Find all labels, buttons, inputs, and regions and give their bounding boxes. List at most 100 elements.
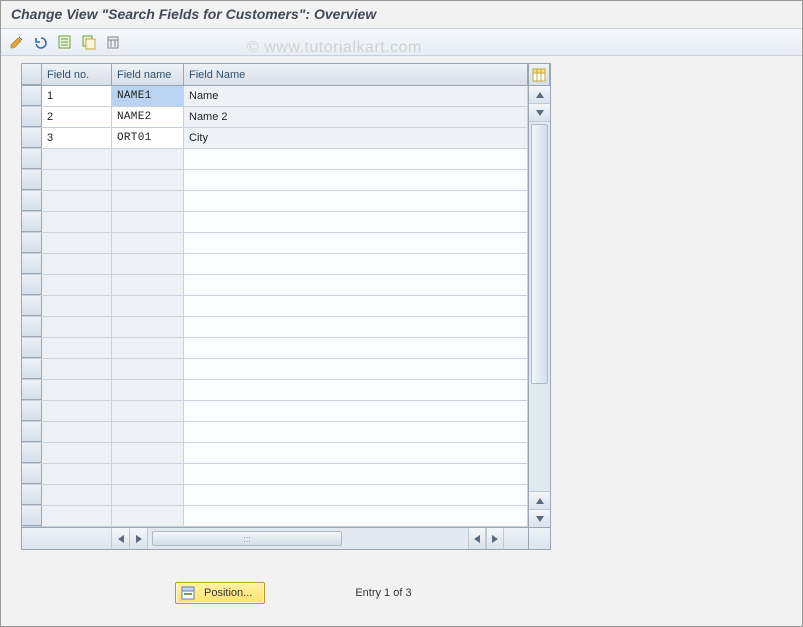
cell-field-no[interactable]	[42, 275, 112, 295]
row-selector[interactable]	[22, 191, 42, 211]
table-settings-icon[interactable]	[528, 64, 550, 85]
cell-field-no[interactable]: 2	[42, 107, 112, 127]
cell-field-no[interactable]	[42, 170, 112, 190]
col-header-field-no[interactable]: Field no.	[42, 64, 112, 85]
new-entries-icon[interactable]	[55, 32, 75, 52]
row-selector[interactable]	[22, 359, 42, 379]
cell-field-no[interactable]	[42, 233, 112, 253]
cell-field-no[interactable]	[42, 338, 112, 358]
cell-field-no[interactable]	[42, 359, 112, 379]
scroll-down2-icon[interactable]	[529, 509, 550, 527]
table-row-empty[interactable]	[22, 275, 528, 296]
cell-field-no[interactable]	[42, 401, 112, 421]
cell-field-no[interactable]	[42, 191, 112, 211]
hscroll-track[interactable]: :::	[148, 528, 468, 549]
table-row[interactable]: 2NAME2Name 2	[22, 107, 528, 128]
scroll-up2-icon[interactable]	[529, 491, 550, 509]
cell-field-no[interactable]: 3	[42, 128, 112, 148]
col-header-field-desc[interactable]: Field Name	[184, 64, 528, 85]
cell-field-name[interactable]	[112, 359, 184, 379]
hscroll-right-icon[interactable]	[130, 528, 148, 549]
row-selector[interactable]	[22, 422, 42, 442]
cell-field-no[interactable]	[42, 149, 112, 169]
scroll-up-icon[interactable]	[529, 86, 550, 104]
undo-icon[interactable]	[31, 32, 51, 52]
cell-field-no[interactable]	[42, 485, 112, 505]
table-row-empty[interactable]	[22, 191, 528, 212]
cell-field-name[interactable]: NAME2	[112, 107, 184, 127]
table-row-empty[interactable]	[22, 254, 528, 275]
cell-field-name[interactable]	[112, 317, 184, 337]
cell-field-name[interactable]	[112, 506, 184, 526]
row-selector[interactable]	[22, 296, 42, 316]
cell-field-name[interactable]	[112, 191, 184, 211]
cell-field-name[interactable]	[112, 212, 184, 232]
cell-field-no[interactable]	[42, 212, 112, 232]
table-row-empty[interactable]	[22, 317, 528, 338]
cell-field-no[interactable]	[42, 506, 112, 526]
cell-field-no[interactable]	[42, 317, 112, 337]
hscroll-right2-icon[interactable]	[486, 528, 504, 549]
table-row-empty[interactable]	[22, 464, 528, 485]
position-button[interactable]: Position...	[175, 582, 265, 604]
col-header-field-name[interactable]: Field name	[112, 64, 184, 85]
row-selector[interactable]	[22, 233, 42, 253]
table-row-empty[interactable]	[22, 359, 528, 380]
cell-field-name[interactable]	[112, 401, 184, 421]
cell-field-name[interactable]	[112, 275, 184, 295]
row-selector[interactable]	[22, 212, 42, 232]
hscroll-thumb[interactable]: :::	[152, 531, 342, 546]
table-row[interactable]: 1NAME1Name	[22, 86, 528, 107]
cell-field-name[interactable]	[112, 296, 184, 316]
table-row-empty[interactable]	[22, 506, 528, 527]
row-selector[interactable]	[22, 128, 42, 148]
cell-field-no[interactable]	[42, 422, 112, 442]
cell-field-name[interactable]	[112, 338, 184, 358]
row-selector[interactable]	[22, 86, 42, 106]
row-selector[interactable]	[22, 464, 42, 484]
scroll-down-icon[interactable]	[529, 104, 550, 122]
hscroll-left-icon[interactable]	[112, 528, 130, 549]
row-selector[interactable]	[22, 275, 42, 295]
vertical-scrollbar[interactable]	[528, 86, 550, 527]
cell-field-name[interactable]	[112, 443, 184, 463]
table-row-empty[interactable]	[22, 443, 528, 464]
cell-field-name[interactable]	[112, 485, 184, 505]
edit-icon[interactable]	[7, 32, 27, 52]
cell-field-name[interactable]: ORT01	[112, 128, 184, 148]
table-row-empty[interactable]	[22, 149, 528, 170]
cell-field-name[interactable]	[112, 170, 184, 190]
table-row-empty[interactable]	[22, 296, 528, 317]
delete-icon[interactable]	[103, 32, 123, 52]
row-selector[interactable]	[22, 338, 42, 358]
row-selector[interactable]	[22, 254, 42, 274]
row-selector[interactable]	[22, 401, 42, 421]
copy-icon[interactable]	[79, 32, 99, 52]
row-selector[interactable]	[22, 506, 42, 526]
cell-field-name[interactable]	[112, 233, 184, 253]
table-row-empty[interactable]	[22, 338, 528, 359]
row-selector[interactable]	[22, 149, 42, 169]
scroll-track[interactable]	[529, 122, 550, 491]
cell-field-name[interactable]	[112, 254, 184, 274]
row-selector[interactable]	[22, 380, 42, 400]
horizontal-scrollbar[interactable]: :::	[22, 527, 550, 549]
row-selector[interactable]	[22, 317, 42, 337]
row-selector[interactable]	[22, 485, 42, 505]
cell-field-no[interactable]	[42, 380, 112, 400]
cell-field-name[interactable]	[112, 149, 184, 169]
table-row-empty[interactable]	[22, 212, 528, 233]
scroll-thumb[interactable]	[531, 124, 548, 384]
table-row[interactable]: 3ORT01City	[22, 128, 528, 149]
cell-field-no[interactable]	[42, 443, 112, 463]
table-row-empty[interactable]	[22, 233, 528, 254]
cell-field-name[interactable]: NAME1	[112, 86, 184, 106]
table-row-empty[interactable]	[22, 401, 528, 422]
cell-field-name[interactable]	[112, 464, 184, 484]
row-selector[interactable]	[22, 443, 42, 463]
row-selector[interactable]	[22, 107, 42, 127]
cell-field-no[interactable]	[42, 296, 112, 316]
row-selector[interactable]	[22, 170, 42, 190]
table-row-empty[interactable]	[22, 170, 528, 191]
hscroll-left2-icon[interactable]	[468, 528, 486, 549]
